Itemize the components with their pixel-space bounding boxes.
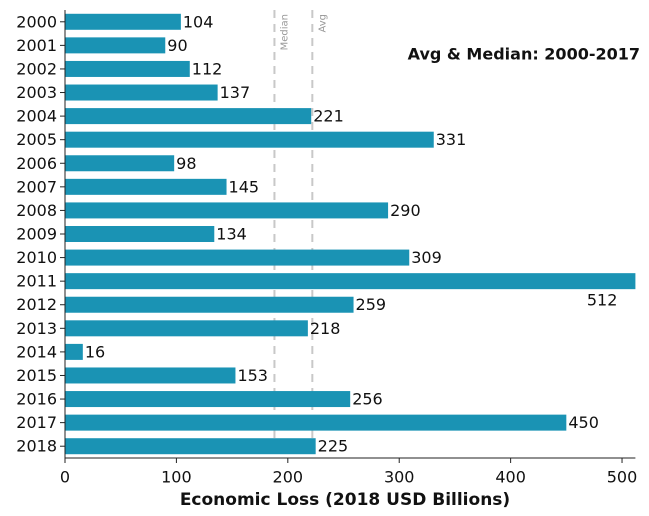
- value-label: 112: [192, 59, 223, 78]
- bar: [65, 131, 434, 148]
- value-label: 309: [411, 248, 442, 267]
- y-tick-label: 2004: [16, 107, 57, 126]
- y-tick-label: 2007: [16, 177, 57, 196]
- bar: [65, 226, 215, 242]
- bar: [65, 414, 567, 431]
- value-label: 137: [220, 83, 251, 102]
- x-tick-label: 500: [607, 468, 638, 487]
- x-tick-label: 200: [273, 468, 304, 487]
- bar: [65, 367, 236, 384]
- bar: [65, 13, 181, 30]
- value-label: 145: [229, 177, 260, 196]
- y-tick-label: 2014: [16, 342, 57, 361]
- y-tick-label: 2005: [16, 130, 57, 149]
- bar: [65, 84, 218, 101]
- bar: [65, 155, 175, 172]
- y-tick-label: 2012: [16, 295, 57, 314]
- value-label: 259: [356, 295, 387, 314]
- y-tick-label: 2010: [16, 248, 57, 267]
- value-label: 225: [318, 437, 349, 456]
- bar: [65, 320, 308, 337]
- bar: [65, 438, 316, 455]
- value-label: 134: [216, 225, 247, 244]
- reference-label: Median: [279, 14, 290, 50]
- y-tick-label: 2016: [16, 390, 57, 409]
- bar: [65, 273, 636, 290]
- bar: [65, 108, 312, 125]
- bar: [65, 60, 190, 77]
- value-label: 16: [85, 342, 105, 361]
- value-label: 331: [436, 130, 467, 149]
- annotation: Avg & Median: 2000-2017: [408, 45, 640, 64]
- value-label: 90: [167, 36, 187, 55]
- bar: [65, 178, 227, 195]
- y-tick-label: 2006: [16, 154, 57, 173]
- y-tick-label: 2001: [16, 36, 57, 55]
- x-tick-label: 100: [161, 468, 192, 487]
- bar: [65, 202, 389, 219]
- value-label: 512: [587, 291, 618, 310]
- x-axis-label: Economic Loss (2018 USD Billions): [180, 490, 510, 510]
- x-tick-label: 0: [60, 468, 70, 487]
- value-label: 104: [183, 12, 214, 31]
- bar: [65, 249, 410, 266]
- y-tick-label: 2011: [16, 272, 57, 291]
- bar: [65, 343, 83, 360]
- value-label: 218: [310, 319, 341, 338]
- y-tick-label: 2018: [16, 437, 57, 456]
- x-tick-label: 300: [384, 468, 415, 487]
- value-label: 153: [237, 366, 268, 385]
- y-tick-label: 2009: [16, 225, 57, 244]
- value-label: 98: [176, 154, 196, 173]
- y-tick-label: 2003: [16, 83, 57, 102]
- value-label: 290: [390, 201, 421, 220]
- y-tick-label: 2000: [16, 12, 57, 31]
- value-label: 256: [352, 390, 383, 409]
- y-tick-label: 2015: [16, 366, 57, 385]
- x-tick-label: 400: [495, 468, 526, 487]
- value-label: 450: [568, 413, 599, 432]
- reference-label: Avg: [317, 14, 328, 33]
- y-tick-label: 2017: [16, 413, 57, 432]
- y-tick-label: 2002: [16, 59, 57, 78]
- bar: [65, 391, 351, 408]
- value-label: 221: [313, 107, 344, 126]
- bar: [65, 296, 354, 313]
- y-tick-label: 2008: [16, 201, 57, 220]
- bar: [65, 37, 166, 54]
- y-tick-label: 2013: [16, 319, 57, 338]
